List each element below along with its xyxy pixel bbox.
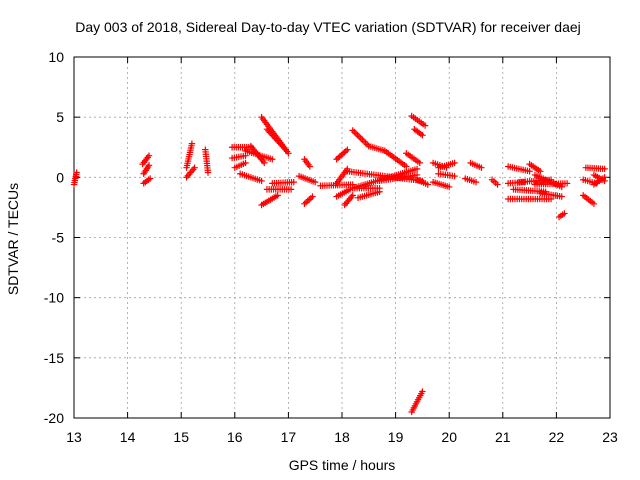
y-tick-label: -20 xyxy=(44,410,64,426)
data-point xyxy=(472,178,480,186)
data-point xyxy=(362,139,369,147)
data-point xyxy=(341,149,348,156)
data-point xyxy=(261,159,268,167)
x-tick-label: 20 xyxy=(441,429,457,445)
data-points xyxy=(70,112,608,416)
data-point xyxy=(494,181,501,188)
data-point xyxy=(146,175,154,182)
y-tick-label: -15 xyxy=(44,350,64,366)
data-point xyxy=(312,178,319,186)
y-tick-label: 0 xyxy=(56,169,64,185)
axis-ticks: 13 14 15 16 17 18 19 20 21 22 23 -20 -15 -10 -5 0 5 10 xyxy=(44,49,618,445)
data-point xyxy=(349,192,356,199)
data-point xyxy=(258,177,265,185)
data-point xyxy=(478,164,485,171)
data-point xyxy=(188,140,196,147)
data-point xyxy=(338,151,345,159)
data-point xyxy=(309,193,316,200)
data-point xyxy=(191,164,198,171)
y-tick-label: -5 xyxy=(52,230,65,246)
data-point xyxy=(336,153,343,160)
data-point xyxy=(419,388,426,395)
data-point xyxy=(334,154,342,162)
data-point xyxy=(282,146,289,153)
data-point xyxy=(352,130,360,137)
data-point xyxy=(73,169,80,176)
data-point xyxy=(304,197,311,205)
data-point xyxy=(344,146,351,153)
data-point xyxy=(416,159,423,167)
x-tick-label: 15 xyxy=(173,429,189,445)
data-point xyxy=(451,159,458,167)
x-tick-label: 16 xyxy=(227,429,243,445)
y-tick-label: 5 xyxy=(56,109,64,125)
data-point xyxy=(285,150,292,157)
data-point xyxy=(526,168,533,175)
data-point xyxy=(558,193,565,200)
y-axis-label: SDTVAR / TECUs xyxy=(5,183,21,295)
data-point xyxy=(558,183,565,191)
data-point xyxy=(302,199,310,206)
data-point xyxy=(421,122,429,129)
data-point xyxy=(145,162,153,169)
data-point xyxy=(355,133,363,140)
data-point xyxy=(357,135,364,142)
data-point xyxy=(342,147,350,155)
data-point xyxy=(301,200,308,208)
data-point xyxy=(376,188,383,195)
data-point xyxy=(590,200,598,208)
data-point xyxy=(537,168,544,175)
data-point xyxy=(403,163,410,170)
y-tick-label: 10 xyxy=(48,49,64,65)
data-point xyxy=(354,131,361,139)
data-point xyxy=(339,150,346,157)
x-tick-label: 17 xyxy=(281,429,297,445)
data-point xyxy=(451,172,458,180)
data-point xyxy=(561,210,568,217)
x-tick-label: 22 xyxy=(549,429,565,445)
data-point xyxy=(413,165,421,173)
x-axis-label: GPS time / hours xyxy=(289,457,396,473)
data-point xyxy=(360,138,368,145)
x-tick-label: 14 xyxy=(120,429,136,445)
data-point xyxy=(601,174,608,181)
data-point xyxy=(242,159,249,167)
data-point xyxy=(351,128,358,136)
data-point xyxy=(563,180,571,187)
data-point xyxy=(274,192,281,199)
data-point xyxy=(333,156,340,163)
data-point xyxy=(307,194,315,202)
data-point xyxy=(446,183,453,191)
grid xyxy=(74,57,610,418)
data-point xyxy=(290,178,297,186)
x-tick-label: 21 xyxy=(495,429,511,445)
data-point xyxy=(349,127,356,134)
data-point xyxy=(359,136,366,143)
data-point xyxy=(424,181,431,188)
data-point xyxy=(145,152,153,159)
data-point xyxy=(287,186,295,193)
x-tick-label: 13 xyxy=(66,429,82,445)
data-point xyxy=(306,196,313,203)
x-tick-label: 23 xyxy=(602,429,618,445)
data-point xyxy=(269,156,276,163)
y-tick-label: -10 xyxy=(44,290,64,306)
data-point xyxy=(601,165,608,173)
chart-title: Day 003 of 2018, Sidereal Day-to-day VTE… xyxy=(75,19,581,35)
data-point xyxy=(204,169,212,176)
x-tick-label: 19 xyxy=(388,429,404,445)
data-point xyxy=(306,163,314,170)
x-tick-label: 18 xyxy=(334,429,350,445)
data-point xyxy=(419,132,426,139)
